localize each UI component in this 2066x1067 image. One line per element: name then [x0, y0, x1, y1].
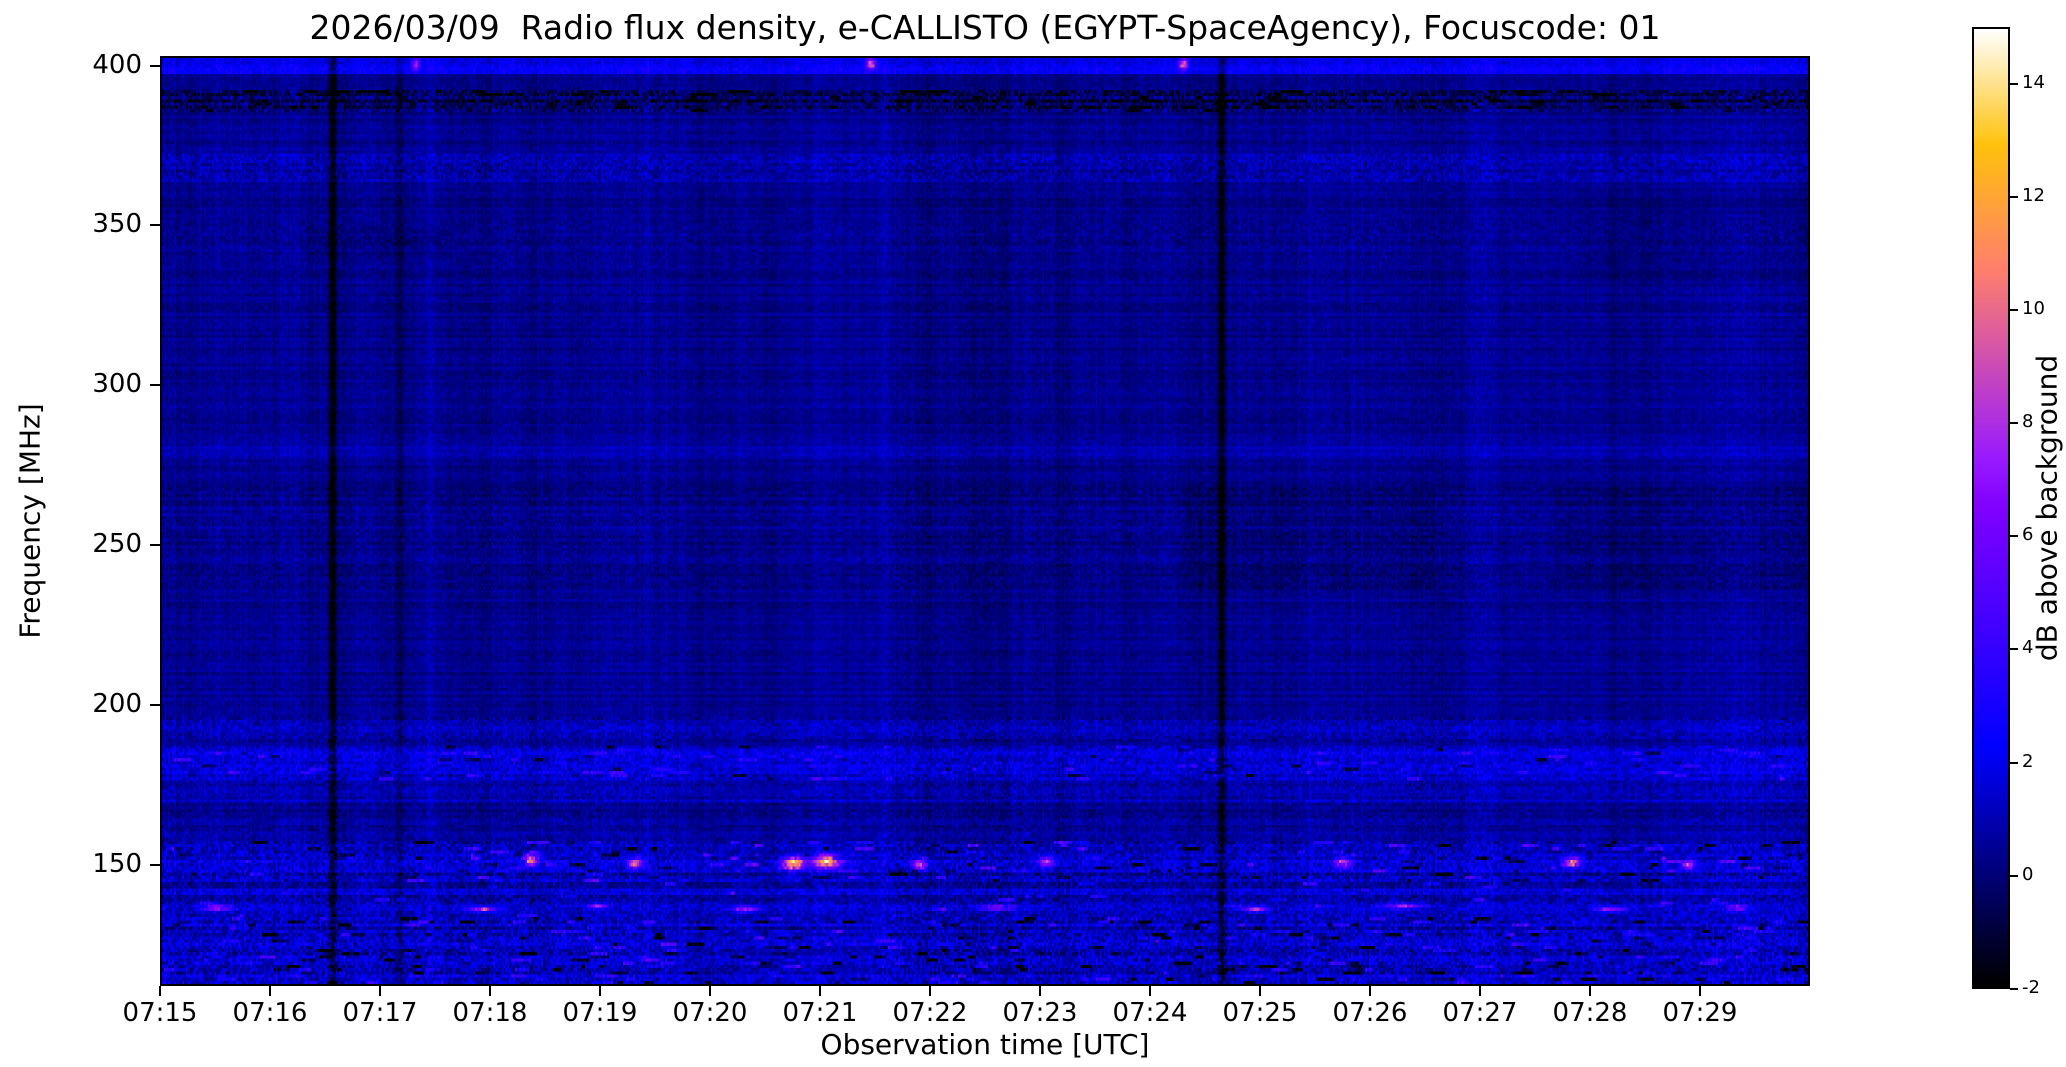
- colorbar-tick-mark: [2010, 648, 2018, 651]
- x-tick-mark: [709, 986, 711, 996]
- x-tick-label: 07:24: [1112, 998, 1188, 1028]
- colorbar-tick-mark: [2010, 422, 2018, 425]
- y-tick-label: 350: [92, 209, 142, 240]
- x-tick-label: 07:20: [672, 998, 748, 1028]
- colorbar-tick-mark: [2010, 874, 2018, 877]
- x-tick-mark: [1149, 986, 1151, 996]
- colorbar-tick-mark: [2010, 82, 2018, 85]
- y-tick-label: 300: [92, 369, 142, 400]
- colorbar: [1972, 27, 2010, 989]
- chart-title: 2026/03/09 Radio flux density, e-CALLIST…: [309, 8, 1661, 47]
- y-tick-mark: [150, 543, 160, 546]
- x-tick-label: 07:18: [452, 998, 528, 1028]
- x-tick-label: 07:27: [1442, 998, 1518, 1028]
- colorbar-tick-mark: [2010, 535, 2018, 538]
- x-tick-mark: [599, 986, 601, 996]
- x-tick-label: 07:15: [122, 998, 198, 1028]
- x-tick-mark: [1589, 986, 1591, 996]
- colorbar-tick-label: -2: [2022, 977, 2040, 998]
- x-axis-label: Observation time [UTC]: [820, 1028, 1150, 1061]
- colorbar-tick-label: 4: [2022, 637, 2034, 659]
- colorbar-tick-mark: [2010, 195, 2018, 198]
- colorbar-tick-label: 6: [2022, 524, 2034, 546]
- x-tick-label: 07:25: [1222, 998, 1298, 1028]
- x-tick-label: 07:26: [1332, 998, 1408, 1028]
- colorbar-tick-label: 12: [2022, 184, 2045, 206]
- y-tick-label: 250: [92, 528, 142, 559]
- x-tick-label: 07:21: [782, 998, 858, 1028]
- x-tick-label: 07:29: [1662, 998, 1738, 1028]
- y-tick-label: 400: [92, 49, 142, 80]
- y-tick-mark: [150, 703, 160, 706]
- y-tick-mark: [150, 224, 160, 227]
- colorbar-tick-label: 0: [2022, 863, 2034, 885]
- colorbar-tick-label: 14: [2022, 71, 2045, 93]
- x-tick-mark: [1699, 986, 1701, 996]
- x-tick-mark: [489, 986, 491, 996]
- colorbar-tick-label: 2: [2022, 750, 2034, 772]
- x-tick-label: 07:19: [562, 998, 638, 1028]
- colorbar-label: dB above background: [2030, 354, 2064, 662]
- colorbar-tick-mark: [2010, 988, 2018, 990]
- x-tick-mark: [819, 986, 821, 996]
- colorbar-tick-label: 10: [2022, 297, 2045, 319]
- x-tick-mark: [929, 986, 931, 996]
- y-tick-mark: [150, 863, 160, 866]
- spectrogram-canvas: [162, 58, 1808, 984]
- x-tick-label: 07:17: [342, 998, 418, 1028]
- colorbar-gradient: [1974, 29, 2008, 987]
- colorbar-tick-mark: [2010, 308, 2018, 311]
- x-tick-mark: [1259, 986, 1261, 996]
- x-tick-mark: [1479, 986, 1481, 996]
- x-tick-mark: [1039, 986, 1041, 996]
- y-tick-label: 200: [92, 688, 142, 719]
- y-axis-label: Frequency [MHz]: [13, 403, 47, 639]
- colorbar-tick-label: 8: [2022, 411, 2034, 433]
- x-tick-mark: [1369, 986, 1371, 996]
- x-tick-mark: [159, 986, 161, 996]
- y-tick-label: 150: [92, 848, 142, 879]
- plot-area: [160, 56, 1810, 986]
- colorbar-tick-mark: [2010, 761, 2018, 764]
- x-tick-mark: [269, 986, 271, 996]
- y-tick-mark: [150, 64, 160, 67]
- x-tick-label: 07:22: [892, 998, 968, 1028]
- x-tick-mark: [379, 986, 381, 996]
- x-tick-label: 07:28: [1552, 998, 1628, 1028]
- y-tick-mark: [150, 384, 160, 387]
- x-tick-label: 07:16: [232, 998, 308, 1028]
- x-tick-label: 07:23: [1002, 998, 1078, 1028]
